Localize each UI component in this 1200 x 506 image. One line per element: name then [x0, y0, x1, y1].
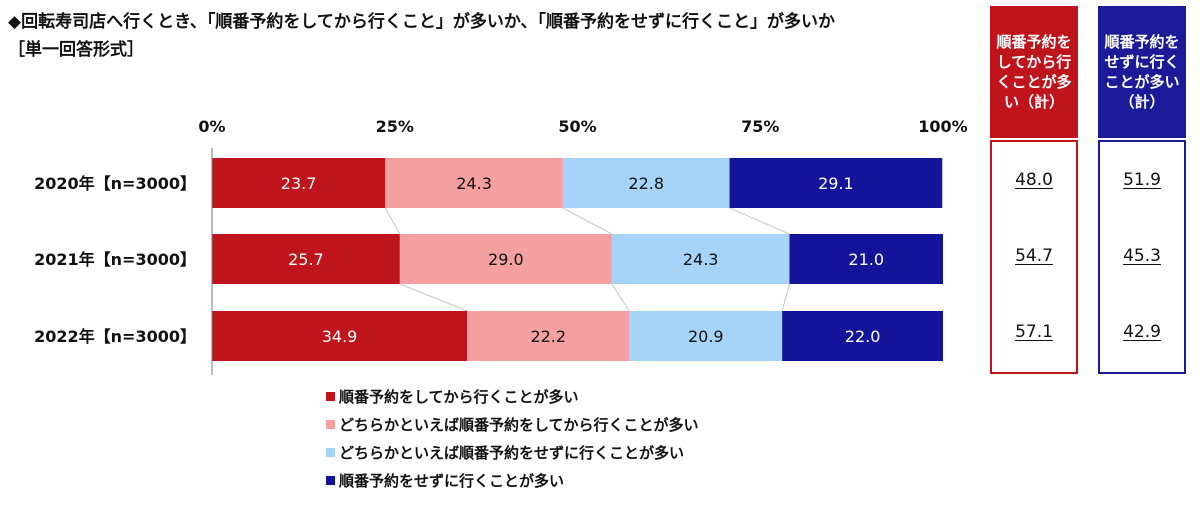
bar-segment	[467, 311, 630, 361]
data-label: 24.3	[683, 250, 719, 269]
legend-label: 順番予約をしてから行くことが多い	[339, 387, 579, 406]
summary-body-reserve: 48.0 54.7 57.1	[990, 140, 1078, 374]
summary-value: 48.0	[1015, 170, 1053, 190]
bar-segment	[399, 234, 612, 284]
legend-item: どちらかといえば順番予約をせずに行くことが多い	[326, 438, 699, 466]
summary-value: 54.7	[1015, 246, 1053, 266]
data-label: 24.3	[456, 174, 492, 193]
series-connector-line	[729, 207, 790, 235]
legend-item: どちらかといえば順番予約をしてから行くことが多い	[326, 410, 699, 438]
series-connector-line	[384, 207, 401, 235]
bar-segment	[629, 311, 783, 361]
data-label: 29.1	[818, 174, 854, 193]
bar-segment	[729, 158, 943, 208]
bar-segment	[212, 311, 468, 361]
x-tick-label: 100%	[918, 117, 967, 136]
series-connector-line	[562, 207, 613, 235]
bar-segment	[385, 158, 563, 208]
bar-segment	[212, 158, 386, 208]
data-label: 22.8	[628, 174, 664, 193]
bar-segment	[789, 234, 943, 284]
legend-swatch	[326, 447, 335, 457]
data-label: 29.0	[488, 250, 524, 269]
stacked-bar-chart: 0% 25% 50% 75% 100% 2020年【n=3000】 23.7 24.3 22.8…	[34, 117, 968, 375]
x-tick-label: 25%	[376, 117, 414, 136]
bar-segment	[562, 158, 730, 208]
series-connector-line	[781, 283, 790, 312]
data-label: 20.9	[688, 327, 724, 346]
chart-subtitle: ［単一回答形式］	[8, 40, 144, 60]
summary-header-no-reserve: 順番予約をせずに行くことが多い（計）	[1098, 6, 1186, 138]
category-label: 2022年【n=3000】	[34, 327, 196, 346]
legend-label: どちらかといえば順番予約をしてから行くことが多い	[339, 415, 699, 434]
x-tick-label: 0%	[198, 117, 225, 136]
category-label: 2020年【n=3000】	[34, 174, 196, 193]
series-connector-line	[399, 283, 468, 312]
legend-item: 順番予約をせずに行くことが多い	[326, 466, 699, 494]
legend-swatch	[326, 391, 335, 401]
chart-legend: 順番予約をしてから行くことが多い どちらかといえば順番予約をしてから行くことが多…	[326, 382, 699, 494]
bar-segment	[782, 311, 943, 361]
data-label: 34.9	[322, 327, 358, 346]
data-label: 22.0	[845, 327, 881, 346]
x-tick-label: 50%	[558, 117, 596, 136]
series-connector-line	[611, 283, 630, 312]
legend-label: どちらかといえば順番予約をせずに行くことが多い	[339, 443, 685, 462]
summary-header-reserve: 順番予約をしてから行くことが多い（計）	[990, 6, 1078, 138]
summary-column-reserve: 順番予約をしてから行くことが多い（計） 48.0 54.7 57.1	[990, 6, 1078, 374]
summary-column-no-reserve: 順番予約をせずに行くことが多い（計） 51.9 45.3 42.9	[1098, 6, 1186, 374]
summary-value: 45.3	[1123, 246, 1161, 266]
data-label: 23.7	[281, 174, 317, 193]
data-label: 25.7	[288, 250, 324, 269]
x-tick-label: 75%	[741, 117, 779, 136]
legend-swatch	[326, 475, 335, 485]
legend-swatch	[326, 419, 335, 429]
chart-title: ◆回転寿司店へ行くとき、「順番予約をしてから行くこと」が多いか、「順番予約をせず…	[8, 12, 836, 32]
summary-value: 51.9	[1123, 170, 1161, 190]
summary-value: 57.1	[1015, 322, 1053, 342]
summary-value: 42.9	[1123, 322, 1161, 342]
summary-body-no-reserve: 51.9 45.3 42.9	[1098, 140, 1186, 374]
legend-label: 順番予約をせずに行くことが多い	[339, 471, 565, 490]
bar-segment	[212, 234, 400, 284]
data-label: 21.0	[848, 250, 884, 269]
data-label: 22.2	[530, 327, 566, 346]
legend-item: 順番予約をしてから行くことが多い	[326, 382, 699, 410]
category-label: 2021年【n=3000】	[34, 250, 196, 269]
bar-segment	[611, 234, 790, 284]
